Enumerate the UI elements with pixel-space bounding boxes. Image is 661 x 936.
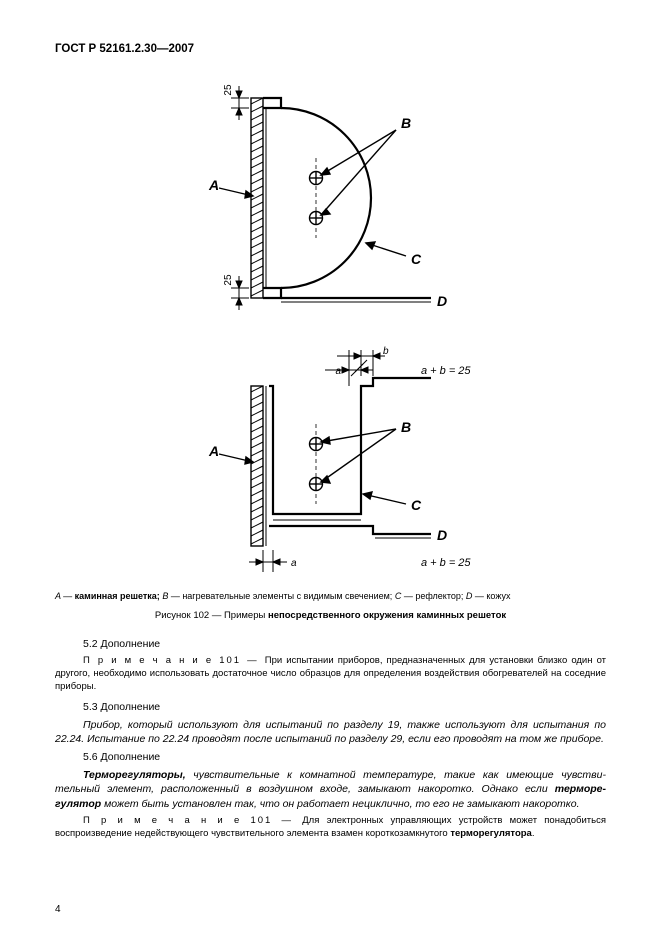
svg-text:B: B [401,419,411,435]
figure-102-top: 25 25 A B C D [161,68,501,328]
svg-text:A: A [208,177,219,193]
svg-text:b: b [383,346,389,357]
svg-text:A: A [208,443,219,459]
svg-text:25: 25 [223,274,234,286]
svg-text:C: C [411,251,422,267]
svg-text:a + b = 25: a + b = 25 [421,365,471,377]
section-5-6-heading: 5.6 Дополнение [55,750,606,764]
figure-102-bottom: a b a + b = 25 A B C D a a + b = 25 [161,334,501,584]
section-5-3-body: Прибор, который используют для испытаний… [55,718,606,746]
page-header: ГОСТ Р 52161.2.30—2007 [55,42,606,58]
section-5-6-body: Терморегуляторы, чувствительные к комнат… [55,768,606,811]
section-5-3-heading: 5.3 Дополнение [55,700,606,714]
svg-text:D: D [437,527,447,543]
svg-text:D: D [437,293,447,309]
svg-text:C: C [411,497,422,513]
page-number: 4 [55,903,61,917]
svg-text:a: a [291,558,297,569]
figure-title: Рисунок 102 — Примеры непосредственного … [55,610,606,623]
svg-text:a + b = 25: a + b = 25 [421,557,471,569]
svg-text:25: 25 [223,84,234,96]
section-5-2-note: П р и м е ч а н и е 101 — При испытании … [55,655,606,693]
figure-legend: A — каминная решетка; B — нагревательные… [55,590,606,603]
section-5-6-note: П р и м е ч а н и е 101 — Для электронны… [55,815,606,841]
svg-text:a: a [335,366,341,377]
section-5-2-heading: 5.2 Дополнение [55,637,606,651]
svg-text:B: B [401,115,411,131]
